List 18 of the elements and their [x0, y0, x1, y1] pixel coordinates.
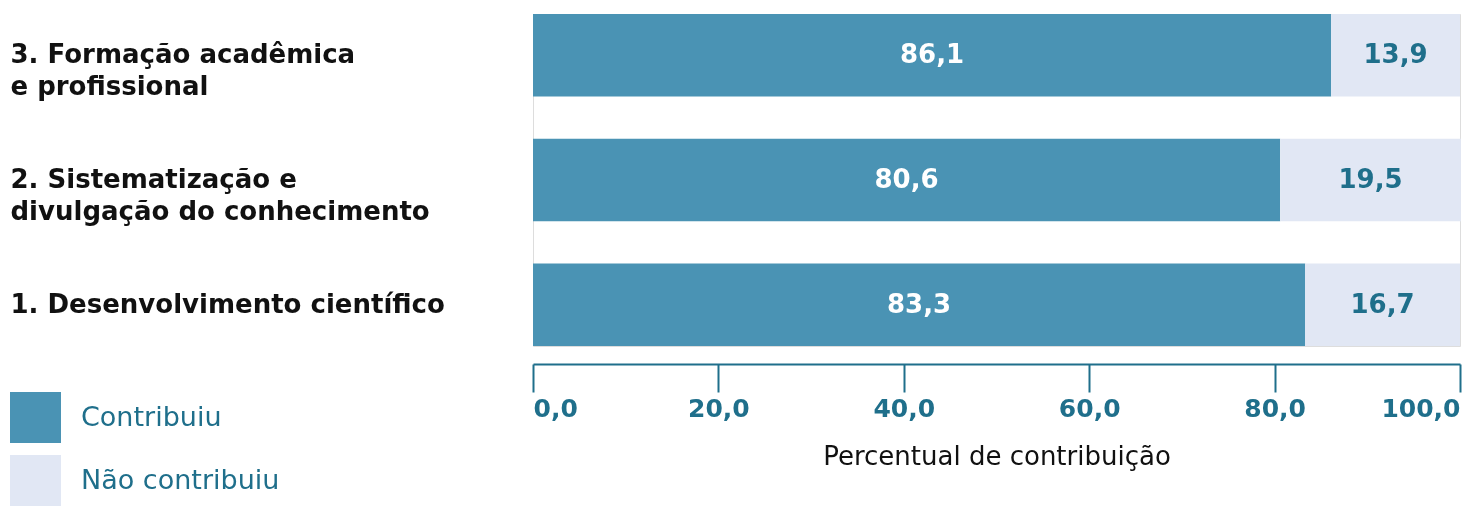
x-tick-label: 0,0: [533, 393, 578, 423]
x-axis-title: Percentual de contribuição: [823, 440, 1171, 471]
data-label: 83,3: [887, 288, 952, 319]
legend-label: Não contribuiu: [81, 463, 280, 495]
data-label: 19,5: [1338, 164, 1403, 194]
data-label: 80,6: [874, 164, 939, 194]
x-tick-label: 100,0: [1381, 393, 1461, 423]
legend-label: Contribuiu: [81, 400, 222, 432]
data-label: 86,1: [900, 39, 965, 70]
x-tick-label: 80,0: [1244, 393, 1306, 423]
x-tick-label: 20,0: [688, 393, 750, 423]
data-label: 16,7: [1350, 288, 1415, 319]
data-label: 13,9: [1363, 39, 1428, 70]
y-tick-label: 1. Desenvolvimento científico: [10, 288, 445, 319]
x-tick-label: 60,0: [1058, 393, 1121, 423]
y-tick-label: 2. Sistematização e divulgação do conhecimento: [10, 164, 430, 226]
x-tick-label: 40,0: [873, 393, 936, 423]
y-tick-label: 3. Formação acadêmica e profissional: [10, 39, 356, 102]
